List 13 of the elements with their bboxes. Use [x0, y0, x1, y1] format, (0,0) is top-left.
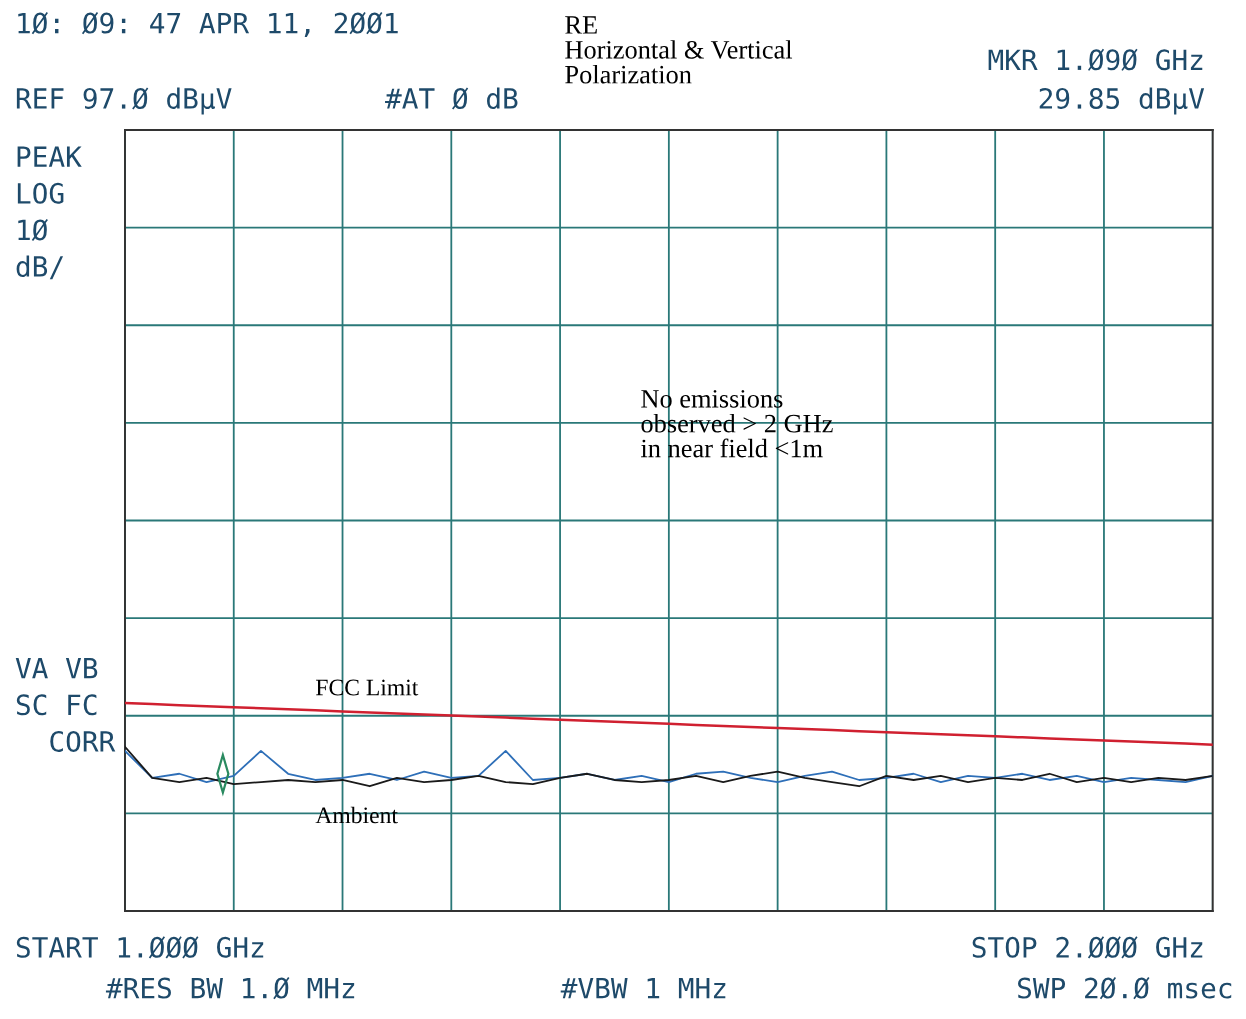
text: #VBW 1 MHz — [560, 977, 726, 999]
text: #RES BW 1.Ø MHz — [105, 977, 355, 1000]
text: SWP 2Ø.Ø msec — [1018, 977, 1232, 1000]
text: START 1.ØØØ GHz — [16, 936, 264, 959]
text: REF 97.Ø dBµV — [16, 87, 232, 115]
text: #AT Ø dB — [385, 87, 518, 110]
text: 29.85 dBµV — [1039, 87, 1205, 115]
text: MKR 1.Ø9Ø GHz — [988, 48, 1203, 71]
chart-title: RE Horizontal & Vertical Polarization — [565, 16, 793, 84]
text: VA VB SC FC CORR — [15, 658, 116, 752]
text: PEAK LOG 1Ø dB/ — [16, 146, 82, 280]
text: STOP 2.ØØØ GHz — [972, 936, 1203, 959]
text: 1Ø: Ø9: 47 APR 11, 2ØØ1 — [18, 12, 398, 38]
